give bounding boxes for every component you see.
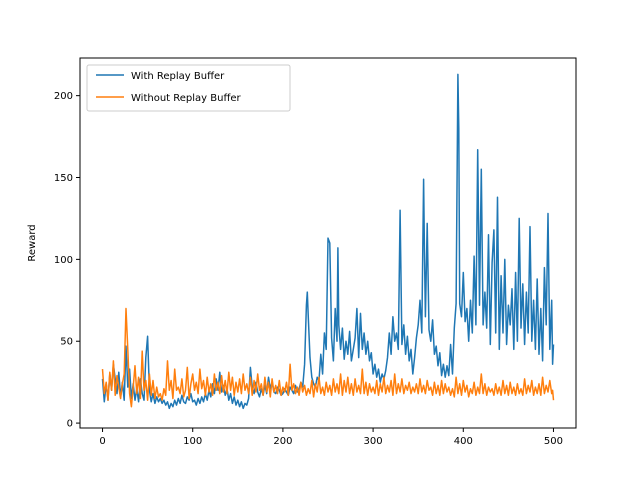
y-tick-label: 100 [54, 255, 73, 266]
y-axis-label: Reward [27, 224, 38, 261]
series-line-without-replay-buffer [101, 307, 555, 408]
x-tick-label: 100 [183, 436, 202, 447]
series-line-with-replay-buffer [101, 73, 555, 410]
y-tick-label: 150 [54, 173, 73, 184]
x-tick-label: 500 [544, 436, 563, 447]
x-tick-label: 200 [273, 436, 292, 447]
legend-box [86, 64, 291, 112]
x-tick-label: 400 [454, 436, 473, 447]
x-tick-label: 0 [99, 436, 105, 447]
y-tick-label: 200 [54, 91, 73, 102]
y-tick-label: 0 [67, 419, 73, 430]
x-tick-label: 300 [364, 436, 383, 447]
y-tick-label: 50 [60, 337, 73, 348]
plot-frame [79, 57, 577, 429]
legend: With Replay Buffer Without Replay Buffer [86, 64, 291, 112]
y-axis: 0 50 100 150 200 [54, 91, 80, 430]
series-layer [101, 73, 555, 410]
legend-label-without-replay-buffer: Without Replay Buffer [131, 93, 242, 104]
legend-label-with-replay-buffer: With Replay Buffer [131, 71, 225, 82]
x-axis: 0 100 200 300 400 500 [99, 428, 563, 447]
